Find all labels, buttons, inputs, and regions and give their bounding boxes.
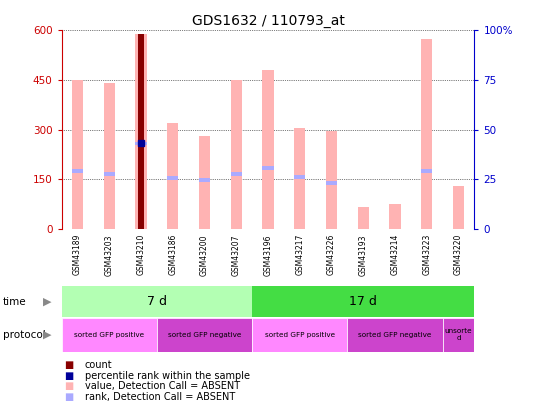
Bar (136, 141, 146, 145)
Bar (199, 178, 210, 182)
Bar (199, 136, 210, 229)
Bar (252, 286, 474, 317)
Text: ■: ■ (64, 360, 73, 370)
Text: GSM43203: GSM43203 (105, 234, 114, 276)
Text: sorted GFP negative: sorted GFP negative (358, 332, 431, 338)
Text: 17 d: 17 d (349, 295, 377, 308)
Text: GSM43186: GSM43186 (168, 234, 177, 275)
Text: GSM43189: GSM43189 (73, 234, 82, 275)
Text: time: time (3, 296, 26, 307)
Text: GDS1632 / 110793_at: GDS1632 / 110793_at (191, 14, 345, 28)
Bar (167, 123, 178, 229)
Text: ■: ■ (64, 382, 73, 391)
Text: protocol: protocol (3, 330, 46, 340)
Bar (347, 318, 443, 352)
Bar (252, 318, 347, 352)
Text: percentile rank within the sample: percentile rank within the sample (85, 371, 250, 381)
Text: rank, Detection Call = ABSENT: rank, Detection Call = ABSENT (85, 392, 235, 402)
Bar (421, 38, 433, 229)
Bar (294, 128, 306, 229)
Bar (294, 175, 306, 179)
Text: GSM43223: GSM43223 (422, 234, 431, 275)
Bar (390, 204, 400, 229)
Text: ■: ■ (64, 392, 73, 402)
Text: sorted GFP negative: sorted GFP negative (168, 332, 241, 338)
Bar (263, 166, 273, 170)
Text: GSM43193: GSM43193 (359, 234, 368, 276)
Text: GSM43210: GSM43210 (137, 234, 145, 275)
Text: 7 d: 7 d (147, 295, 167, 308)
Bar (138, 34, 144, 229)
Bar (72, 80, 83, 229)
Text: GSM43217: GSM43217 (295, 234, 304, 275)
Text: GSM43226: GSM43226 (327, 234, 336, 275)
Bar (157, 318, 252, 352)
Bar (443, 318, 474, 352)
Text: sorted GFP positive: sorted GFP positive (265, 332, 335, 338)
Bar (421, 169, 433, 173)
Text: unsorte
d: unsorte d (445, 328, 472, 341)
Text: count: count (85, 360, 113, 370)
Text: ▶: ▶ (43, 296, 51, 307)
Text: value, Detection Call = ABSENT: value, Detection Call = ABSENT (85, 382, 240, 391)
Text: GSM43214: GSM43214 (391, 234, 399, 275)
Bar (62, 286, 252, 317)
Text: GSM43200: GSM43200 (200, 234, 209, 276)
Bar (103, 172, 115, 176)
Bar (453, 186, 464, 229)
Bar (326, 181, 337, 185)
Bar (167, 176, 178, 179)
Text: GSM43220: GSM43220 (454, 234, 463, 275)
Text: sorted GFP positive: sorted GFP positive (74, 332, 144, 338)
Bar (62, 318, 157, 352)
Bar (72, 169, 83, 173)
Bar (263, 70, 273, 229)
Bar (103, 83, 115, 229)
Text: ■: ■ (64, 371, 73, 381)
Text: GSM43207: GSM43207 (232, 234, 241, 276)
Bar (136, 34, 146, 229)
Text: GSM43196: GSM43196 (264, 234, 272, 276)
Text: ▶: ▶ (43, 330, 51, 340)
Bar (230, 80, 242, 229)
Bar (230, 172, 242, 176)
Bar (358, 207, 369, 229)
Bar (326, 131, 337, 229)
